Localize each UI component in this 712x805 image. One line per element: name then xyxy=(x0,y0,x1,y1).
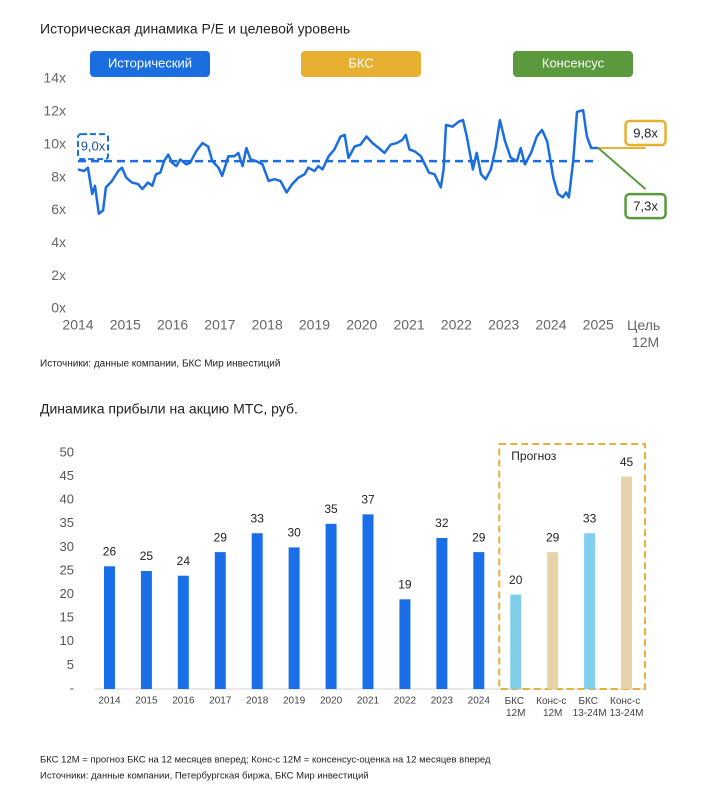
value-label: 45 xyxy=(620,455,634,469)
target-line xyxy=(597,147,647,190)
x-tick-label: 2020 xyxy=(346,317,377,333)
y-tick-label: 2x xyxy=(51,267,66,283)
x-tick-label: 2022 xyxy=(441,317,472,333)
x-tick-label: 2025 xyxy=(583,317,614,333)
target-label-box xyxy=(624,192,667,220)
x-tick-label: 2019 xyxy=(299,317,330,333)
source-note: Источники: данные компании, БКС Мир инве… xyxy=(40,359,280,370)
y-tick-label: 15 xyxy=(60,610,74,625)
value-label: 32 xyxy=(435,516,449,530)
bar xyxy=(436,537,448,689)
bar xyxy=(140,571,152,689)
target-label: 9,8x xyxy=(633,125,658,140)
y-tick-label: 6x xyxy=(51,201,66,217)
y-tick-label: 8x xyxy=(51,168,66,184)
value-label: 29 xyxy=(472,530,486,544)
x-tick-label: 2015 xyxy=(110,317,141,333)
legend-label: БКС xyxy=(348,55,373,70)
x-tick-label: Конс-с 12M xyxy=(536,696,569,719)
y-tick-label: - xyxy=(70,680,74,695)
x-tick-label: 2016 xyxy=(172,696,195,707)
average-label-box xyxy=(77,133,109,161)
x-tick-label: 2023 xyxy=(431,696,454,707)
x-tick-label: Конс-с 13-24M xyxy=(610,696,644,719)
bar xyxy=(288,547,300,689)
value-label: 35 xyxy=(324,502,338,516)
average-label: 9,0x xyxy=(81,139,106,154)
x-tick-label: 2017 xyxy=(209,696,232,707)
bar xyxy=(214,552,226,689)
footnote: БКС 12M = прогноз БКС на 12 месяцев впер… xyxy=(40,755,491,766)
y-tick-label: 12x xyxy=(43,103,66,119)
x-tick-label: 2014 xyxy=(98,696,121,707)
source-note: Источники: данные компании, Петербургска… xyxy=(40,771,369,782)
x-tick-label: 2021 xyxy=(357,696,380,707)
bar xyxy=(510,594,522,689)
x-tick-label: 2015 xyxy=(135,696,158,707)
value-label: 24 xyxy=(177,554,191,568)
y-tick-label: 14x xyxy=(43,70,66,86)
x-tick-label: 2024 xyxy=(468,696,491,707)
x-tick-label: 2014 xyxy=(62,317,93,333)
x-tick-label: 2022 xyxy=(394,696,417,707)
target-label-box xyxy=(624,119,667,147)
y-tick-label: 30 xyxy=(60,539,74,554)
target-label: 7,3x xyxy=(633,199,658,214)
value-label: 26 xyxy=(103,544,117,558)
y-tick-label: 25 xyxy=(60,562,74,577)
y-tick-label: 10 xyxy=(60,633,74,648)
bar xyxy=(399,599,411,689)
legend-label: Консенсус xyxy=(542,55,605,70)
x-tick-label: 2018 xyxy=(246,696,269,707)
y-tick-label: 0x xyxy=(51,300,66,316)
value-label: 25 xyxy=(140,549,154,563)
bar xyxy=(103,566,115,689)
y-tick-label: 10x xyxy=(43,135,66,151)
value-label: 37 xyxy=(361,493,375,507)
x-tick-label: БКС 13-24M xyxy=(573,696,607,719)
bar xyxy=(177,575,189,689)
value-label: 33 xyxy=(583,511,597,525)
value-label: 33 xyxy=(251,511,265,525)
bar xyxy=(325,523,337,689)
x-tick-label: 2024 xyxy=(535,317,566,333)
chart-title: Историческая динамика P/E и целевой уров… xyxy=(40,21,350,37)
bar xyxy=(251,533,263,689)
value-label: 29 xyxy=(214,530,228,544)
forecast-label: Прогноз xyxy=(511,449,557,463)
value-label: 20 xyxy=(509,573,523,587)
x-tick-label: 2021 xyxy=(393,317,424,333)
x-tick-label: 2018 xyxy=(252,317,283,333)
y-tick-label: 5 xyxy=(67,657,74,672)
y-tick-label: 50 xyxy=(60,444,74,459)
x-tick-label: 2017 xyxy=(204,317,235,333)
chart-title: Динамика прибыли на акцию МТС, руб. xyxy=(40,401,298,417)
legend-swatch xyxy=(513,51,633,77)
x-tick-label: 2023 xyxy=(488,317,519,333)
bar xyxy=(584,533,596,689)
x-tick-label: 2020 xyxy=(320,696,343,707)
value-label: 29 xyxy=(546,530,560,544)
value-label: 30 xyxy=(287,526,301,540)
bar xyxy=(547,552,559,689)
legend-swatch xyxy=(90,51,210,77)
y-tick-label: 40 xyxy=(60,492,74,507)
bar xyxy=(473,552,485,689)
historical-line xyxy=(77,108,599,215)
y-tick-label: 4x xyxy=(51,234,66,250)
value-label: 19 xyxy=(398,577,412,591)
y-tick-label: 45 xyxy=(60,468,74,483)
x-tick-label: 2016 xyxy=(157,317,188,333)
x-tick-label: БКС 12M xyxy=(505,696,527,719)
bar xyxy=(621,476,633,689)
legend-label: Исторический xyxy=(108,55,192,70)
legend-swatch xyxy=(301,51,421,77)
x-tick-label: 2019 xyxy=(283,696,306,707)
forecast-box xyxy=(498,443,646,690)
y-tick-label: 20 xyxy=(60,586,74,601)
x-tick-label: Цель 12M xyxy=(627,317,664,350)
bar xyxy=(362,514,374,689)
y-tick-label: 35 xyxy=(60,515,74,530)
